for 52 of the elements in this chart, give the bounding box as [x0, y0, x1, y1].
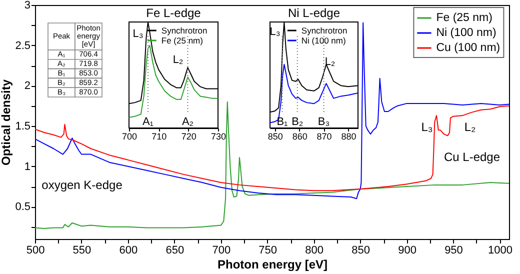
- legend-label: Fe (25 nm): [161, 36, 204, 46]
- x-tick-label: 700: [122, 132, 138, 142]
- x-tick-label: 500: [26, 244, 45, 256]
- line-series: [35, 101, 509, 230]
- ref-line-label: B₃: [318, 116, 330, 128]
- x-tick-label: 860: [292, 132, 308, 142]
- legend-label: Fe (25 nm): [436, 12, 493, 24]
- x-tick-label: 720: [181, 132, 196, 142]
- line-series: [35, 22, 509, 200]
- legend-label: Ni (100 nm): [301, 36, 346, 46]
- x-tick-label: 880: [341, 132, 356, 142]
- annotation: L₃: [270, 26, 280, 38]
- annotation: Cu L-edge: [444, 150, 500, 164]
- annotation: L₃: [132, 28, 144, 40]
- x-tick-label: 700: [212, 244, 231, 256]
- ref-line-label: B₂: [292, 116, 304, 128]
- y-tick-label: 1: [24, 160, 30, 173]
- line-series: [35, 105, 509, 192]
- x-tick-label: 870: [316, 132, 332, 142]
- x-tick-label: 850: [268, 132, 283, 142]
- x-tick-label: 730: [210, 132, 226, 142]
- y-tick-label: 1.5: [15, 120, 30, 133]
- x-tick-label: 950: [444, 244, 463, 256]
- y-tick-label: 0.5: [15, 201, 30, 214]
- chart-title: Fe L-edge: [146, 6, 202, 20]
- annotation: L₃: [421, 120, 433, 134]
- x-tick-label: 550: [72, 244, 92, 256]
- ref-line-label: A₂: [182, 116, 194, 128]
- y-tick-label: 2.5: [15, 40, 30, 52]
- chart-title: Ni L-edge: [288, 6, 340, 20]
- x-tick-label: 750: [258, 244, 278, 256]
- legend-label: Ni (100 nm): [436, 27, 496, 39]
- annotation: L₂: [324, 56, 336, 68]
- y-axis-title: Optical density: [0, 79, 14, 166]
- x-tick-label: 600: [119, 244, 138, 256]
- x-tick-label: 800: [305, 244, 324, 256]
- legend-label: Cu (100 nm): [436, 42, 500, 54]
- x-tick-label: 900: [398, 244, 416, 256]
- x-tick-label: 650: [166, 244, 184, 256]
- annotation: L₂: [172, 54, 184, 66]
- y-tick-label: 3: [24, 0, 30, 12]
- annotation: oxygen K-edge: [42, 178, 123, 192]
- x-tick-label: 710: [152, 132, 167, 142]
- ref-line-label: A₁: [142, 116, 154, 128]
- x-tick-label: 850: [352, 244, 370, 256]
- legend-label: Synchrotron: [301, 26, 348, 36]
- x-axis-title: Photon energy [eV]: [217, 258, 328, 272]
- y-tick-label: 2: [24, 80, 30, 92]
- annotation: L₂: [464, 120, 476, 134]
- ref-line-label: B₁: [276, 116, 288, 128]
- legend-label: Synchrotron: [161, 26, 208, 36]
- x-tick-label: 1000: [488, 244, 512, 256]
